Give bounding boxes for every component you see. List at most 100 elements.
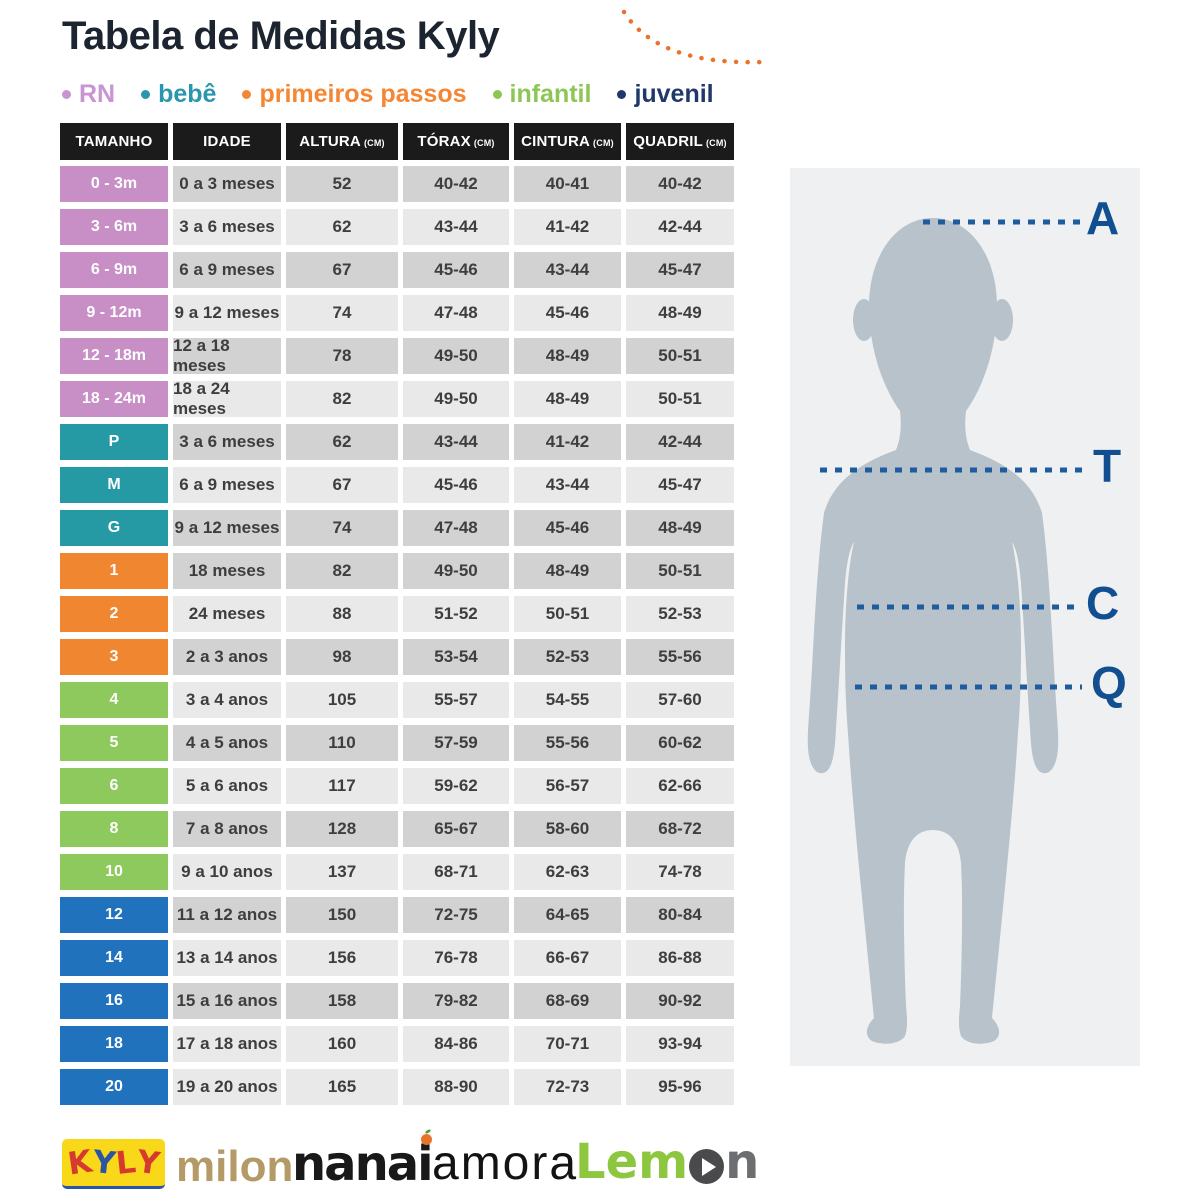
size-cell-G: G bbox=[60, 510, 168, 546]
quadril-cell-row-13: 60-62 bbox=[626, 725, 734, 761]
idade-cell-row-3: 9 a 12 meses bbox=[173, 295, 281, 331]
legend-bullet-icon bbox=[492, 90, 502, 99]
torax-cell-row-1: 43-44 bbox=[403, 209, 509, 245]
torax-cell-row-11: 53-54 bbox=[403, 639, 509, 675]
cintura-cell-row-17: 64-65 bbox=[514, 897, 621, 933]
quadril-cell-row-0: 40-42 bbox=[626, 166, 734, 202]
altura-cell-row-9: 82 bbox=[286, 553, 398, 589]
cintura-cell-row-0: 40-41 bbox=[514, 166, 621, 202]
altura-cell-row-11: 98 bbox=[286, 639, 398, 675]
altura-cell-row-18: 156 bbox=[286, 940, 398, 976]
lemon-play-icon bbox=[689, 1149, 725, 1184]
size-cell-6-9m: 6 - 9m bbox=[60, 252, 168, 288]
size-cell-P: P bbox=[60, 424, 168, 460]
torax-cell-row-18: 76-78 bbox=[403, 940, 509, 976]
cintura-cell-row-11: 52-53 bbox=[514, 639, 621, 675]
size-cell-3-6m: 3 - 6m bbox=[60, 209, 168, 245]
altura-cell-row-21: 165 bbox=[286, 1069, 398, 1105]
quadril-cell-row-16: 74-78 bbox=[626, 854, 734, 890]
header-cell-tamanho: TAMANHO bbox=[60, 123, 168, 160]
idade-cell-row-21: 19 a 20 anos bbox=[173, 1069, 281, 1105]
torax-cell-row-12: 55-57 bbox=[403, 682, 509, 718]
size-cell-12: 12 bbox=[60, 897, 168, 933]
cintura-cell-row-8: 45-46 bbox=[514, 510, 621, 546]
quadril-cell-row-21: 95-96 bbox=[626, 1069, 734, 1105]
cintura-cell-row-16: 62-63 bbox=[514, 854, 621, 890]
lemon-logo: Lem n bbox=[575, 1138, 759, 1186]
altura-cell-row-5: 82 bbox=[286, 381, 398, 417]
cintura-cell-row-2: 43-44 bbox=[514, 252, 621, 288]
idade-cell-row-0: 0 a 3 meses bbox=[173, 166, 281, 202]
size-cell-12-18m: 12 - 18m bbox=[60, 338, 168, 374]
page-title: Tabela de Medidas Kyly bbox=[62, 14, 500, 58]
altura-cell-row-14: 117 bbox=[286, 768, 398, 804]
quadril-cell-row-9: 50-51 bbox=[626, 553, 734, 589]
legend-item-4: juvenil bbox=[617, 80, 714, 109]
kyly-letter-3: Y bbox=[134, 1143, 162, 1182]
header-cell-quadril: QUADRIL (CM) bbox=[626, 123, 734, 160]
cintura-cell-row-6: 41-42 bbox=[514, 424, 621, 460]
legend-item-1: bebê bbox=[141, 80, 216, 109]
idade-cell-row-5: 18 a 24 meses bbox=[173, 379, 281, 418]
quadril-cell-row-17: 80-84 bbox=[626, 897, 734, 933]
cintura-cell-row-7: 43-44 bbox=[514, 467, 621, 503]
altura-cell-row-19: 158 bbox=[286, 983, 398, 1019]
size-cell-1: 1 bbox=[60, 553, 168, 589]
altura-cell-row-17: 150 bbox=[286, 897, 398, 933]
quadril-cell-row-2: 45-47 bbox=[626, 252, 734, 288]
legend-label: RN bbox=[79, 80, 116, 108]
size-cell-4: 4 bbox=[60, 682, 168, 718]
size-cell-0-3m: 0 - 3m bbox=[60, 166, 168, 202]
quadril-cell-row-12: 57-60 bbox=[626, 682, 734, 718]
altura-cell-row-3: 74 bbox=[286, 295, 398, 331]
size-cell-6: 6 bbox=[60, 768, 168, 804]
cintura-cell-row-12: 54-55 bbox=[514, 682, 621, 718]
size-cell-10: 10 bbox=[60, 854, 168, 890]
idade-cell-row-1: 3 a 6 meses bbox=[173, 209, 281, 245]
torax-cell-row-7: 45-46 bbox=[403, 467, 509, 503]
play-triangle-icon bbox=[701, 1157, 716, 1176]
quadril-cell-row-4: 50-51 bbox=[626, 338, 734, 374]
quadril-cell-row-10: 52-53 bbox=[626, 596, 734, 632]
amora-logo: amora bbox=[432, 1137, 579, 1190]
idade-cell-row-16: 9 a 10 anos bbox=[173, 854, 281, 890]
kyly-letter-0: K bbox=[65, 1143, 95, 1182]
cintura-cell-row-9: 48-49 bbox=[514, 553, 621, 589]
altura-cell-row-15: 128 bbox=[286, 811, 398, 847]
cintura-cell-row-5: 48-49 bbox=[514, 381, 621, 417]
torax-cell-row-0: 40-42 bbox=[403, 166, 509, 202]
idade-cell-row-12: 3 a 4 anos bbox=[173, 682, 281, 718]
cintura-cell-row-3: 45-46 bbox=[514, 295, 621, 331]
header-cell-idade: IDADE bbox=[173, 123, 281, 160]
header-cell-altura: ALTURA (CM) bbox=[286, 123, 398, 160]
idade-cell-row-6: 3 a 6 meses bbox=[173, 424, 281, 460]
quadril-cell-row-6: 42-44 bbox=[626, 424, 734, 460]
cintura-cell-row-21: 72-73 bbox=[514, 1069, 621, 1105]
quadril-cell-row-20: 93-94 bbox=[626, 1026, 734, 1062]
child-silhouette bbox=[807, 218, 1082, 1044]
leaf-icon bbox=[424, 1128, 431, 1135]
torax-cell-row-21: 88-90 bbox=[403, 1069, 509, 1105]
legend-label: primeiros passos bbox=[259, 80, 467, 108]
torax-cell-row-20: 84-86 bbox=[403, 1026, 509, 1062]
altura-cell-row-2: 67 bbox=[286, 252, 398, 288]
idade-cell-row-2: 6 a 9 meses bbox=[173, 252, 281, 288]
size-cell-5: 5 bbox=[60, 725, 168, 761]
idade-cell-row-7: 6 a 9 meses bbox=[173, 467, 281, 503]
size-cell-3: 3 bbox=[60, 639, 168, 675]
altura-cell-row-20: 160 bbox=[286, 1026, 398, 1062]
torax-cell-row-6: 43-44 bbox=[403, 424, 509, 460]
quadril-cell-row-1: 42-44 bbox=[626, 209, 734, 245]
torax-cell-row-15: 65-67 bbox=[403, 811, 509, 847]
altura-cell-row-6: 62 bbox=[286, 424, 398, 460]
lemon-logo-text-n: n bbox=[725, 1134, 760, 1190]
size-table: TAMANHO IDADE ALTURA (CM) TÓRAX (CM) CINTURA (C… bbox=[60, 123, 734, 1105]
idade-cell-row-8: 9 a 12 meses bbox=[173, 510, 281, 546]
label-torax-t: T bbox=[1093, 440, 1122, 492]
altura-cell-row-4: 78 bbox=[286, 338, 398, 374]
torax-cell-row-16: 68-71 bbox=[403, 854, 509, 890]
legend-bullet-icon bbox=[242, 90, 252, 99]
cintura-cell-row-20: 70-71 bbox=[514, 1026, 621, 1062]
idade-cell-row-17: 11 a 12 anos bbox=[173, 897, 281, 933]
